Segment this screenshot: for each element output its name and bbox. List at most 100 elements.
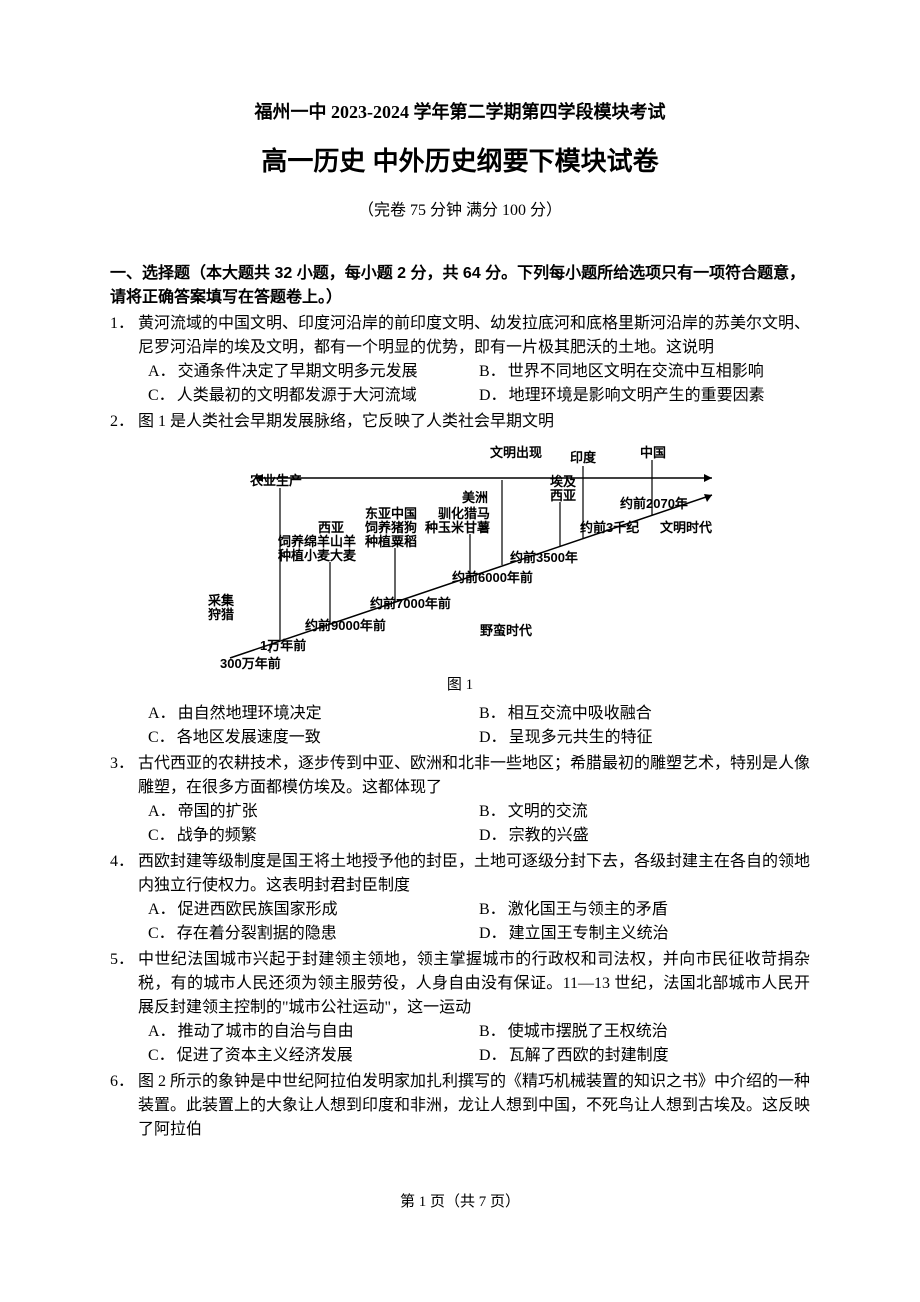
option: A．促进西欧民族国家形成 [148, 898, 479, 922]
option-label: A． [148, 800, 176, 824]
svg-text:种植小麦大麦: 种植小麦大麦 [277, 548, 357, 563]
svg-text:埃及: 埃及 [550, 474, 577, 489]
question-2: 2． 图 1 是人类社会早期发展脉络，它反映了人类社会早期文明 文明出现 印度 … [110, 410, 810, 751]
option-label: A． [148, 898, 176, 922]
option-label: A． [148, 360, 176, 384]
svg-text:约前7000年前: 约前7000年前 [370, 596, 451, 611]
figure-caption: 图 1 [110, 674, 810, 697]
question-num: 3． [110, 752, 138, 800]
option-label: D． [479, 922, 507, 946]
svg-text:约前6000年前: 约前6000年前 [452, 570, 533, 585]
school-term-line: 福州一中 2023-2024 学年第二学期第四学段模块考试 [110, 100, 810, 125]
svg-text:中国: 中国 [640, 445, 666, 460]
option-text: 宗教的兴盛 [509, 824, 810, 848]
svg-text:野蛮时代: 野蛮时代 [480, 623, 532, 638]
svg-text:驯化猎马: 驯化猎马 [438, 506, 490, 521]
option: C．战争的频繁 [148, 824, 479, 848]
option-text: 瓦解了西欧的封建制度 [509, 1044, 810, 1068]
svg-text:采集: 采集 [207, 593, 235, 608]
option-label: D． [479, 384, 507, 408]
svg-text:约前3500年: 约前3500年 [510, 550, 578, 565]
option-text: 激化国王与领主的矛盾 [508, 898, 810, 922]
svg-text:种植粟稻: 种植粟稻 [364, 534, 417, 549]
question-num: 5． [110, 948, 138, 1020]
option: C．存在着分裂割据的隐患 [148, 922, 479, 946]
section-1-header: 一、选择题（本大题共 32 小题，每小题 2 分，共 64 分。下列每小题所给选… [110, 262, 810, 310]
option-text: 呈现多元共生的特征 [509, 726, 810, 750]
option-text: 推动了城市的自治与自由 [178, 1020, 479, 1044]
option-label: B． [479, 360, 506, 384]
exam-info: （完卷 75 分钟 满分 100 分） [110, 200, 810, 222]
svg-text:农业生产: 农业生产 [249, 473, 302, 488]
question-num: 2． [110, 410, 138, 434]
option: A．帝国的扩张 [148, 800, 479, 824]
option-label: D． [479, 1044, 507, 1068]
option: C．人类最初的文明都发源于大河流域 [148, 384, 479, 408]
option: A．由自然地理环境决定 [148, 702, 479, 726]
option-label: B． [479, 800, 506, 824]
question-1: 1． 黄河流域的中国文明、印度河沿岸的前印度文明、幼发拉底河和底格里斯河沿岸的苏… [110, 312, 810, 408]
option: D．瓦解了西欧的封建制度 [479, 1044, 810, 1068]
option-text: 使城市摆脱了王权统治 [508, 1020, 810, 1044]
question-text: 黄河流域的中国文明、印度河沿岸的前印度文明、幼发拉底河和底格里斯河沿岸的苏美尔文… [138, 312, 810, 360]
question-text: 中世纪法国城市兴起于封建领主领地，领主掌握城市的行政权和司法权，并向市民征收苛捐… [138, 948, 810, 1020]
option-label: C． [148, 1044, 175, 1068]
svg-text:美洲: 美洲 [462, 490, 488, 505]
option-text: 存在着分裂割据的隐患 [177, 922, 479, 946]
option-label: B． [479, 702, 506, 726]
question-num: 1． [110, 312, 138, 360]
option-label: C． [148, 922, 175, 946]
page-footer: 第 1 页（共 7 页） [110, 1192, 810, 1213]
question-6: 6． 图 2 所示的象钟是中世纪阿拉伯发明家加扎利撰写的《精巧机械装置的知识之书… [110, 1070, 810, 1142]
question-4: 4． 西欧封建等级制度是国王将土地授予他的封臣，土地可逐级分封下去，各级封建主在… [110, 850, 810, 946]
option: B．使城市摆脱了王权统治 [479, 1020, 810, 1044]
question-3: 3． 古代西亚的农耕技术，逐步传到中亚、欧洲和北非一些地区；希腊最初的雕塑艺术，… [110, 752, 810, 848]
option: C．各地区发展速度一致 [148, 726, 479, 750]
option-text: 地理环境是影响文明产生的重要因素 [509, 384, 810, 408]
option: B．相互交流中吸收融合 [479, 702, 810, 726]
option: A．交通条件决定了早期文明多元发展 [148, 360, 479, 384]
question-num: 4． [110, 850, 138, 898]
svg-text:西亚: 西亚 [318, 520, 344, 535]
svg-text:1万年前: 1万年前 [260, 638, 306, 653]
option-label: C． [148, 726, 175, 750]
svg-text:种玉米甘薯: 种玉米甘薯 [424, 520, 490, 535]
option-text: 各地区发展速度一致 [177, 726, 479, 750]
main-title: 高一历史 中外历史纲要下模块试卷 [110, 143, 810, 179]
svg-text:约前3千纪: 约前3千纪 [580, 520, 639, 535]
option-text: 促进西欧民族国家形成 [178, 898, 479, 922]
option-text: 战争的频繁 [177, 824, 479, 848]
figure-1: 文明出现 印度 中国 埃及 西亚 农业生产 采集 狩猎 美洲 驯化猎马 种玉米甘… [110, 440, 810, 697]
question-text: 古代西亚的农耕技术，逐步传到中亚、欧洲和北非一些地区；希腊最初的雕塑艺术，特别是… [138, 752, 810, 800]
svg-text:西亚: 西亚 [550, 488, 576, 503]
option: A．推动了城市的自治与自由 [148, 1020, 479, 1044]
question-num: 6． [110, 1070, 138, 1142]
svg-text:饲养绵羊山羊: 饲养绵羊山羊 [277, 534, 356, 549]
option-text: 帝国的扩张 [178, 800, 479, 824]
option: B．激化国王与领主的矛盾 [479, 898, 810, 922]
svg-text:约前9000年前: 约前9000年前 [305, 618, 386, 633]
option-text: 建立国王专制主义统治 [509, 922, 810, 946]
option-text: 文明的交流 [508, 800, 810, 824]
option-label: C． [148, 824, 175, 848]
question-text: 西欧封建等级制度是国王将土地授予他的封臣，土地可逐级分封下去，各级封建主在各自的… [138, 850, 810, 898]
svg-text:狩猎: 狩猎 [208, 607, 234, 622]
option: B．世界不同地区文明在交流中互相影响 [479, 360, 810, 384]
svg-text:印度: 印度 [570, 450, 597, 465]
option-label: D． [479, 726, 507, 750]
option-label: B． [479, 898, 506, 922]
option-text: 交通条件决定了早期文明多元发展 [178, 360, 479, 384]
option-text: 促进了资本主义经济发展 [177, 1044, 479, 1068]
option: D．地理环境是影响文明产生的重要因素 [479, 384, 810, 408]
svg-text:约前2070年: 约前2070年 [620, 496, 688, 511]
question-text: 图 1 是人类社会早期发展脉络，它反映了人类社会早期文明 [138, 410, 810, 434]
svg-text:文明时代: 文明时代 [660, 520, 712, 535]
option-label: A． [148, 702, 176, 726]
option-text: 相互交流中吸收融合 [508, 702, 810, 726]
svg-text:东亚中国: 东亚中国 [365, 506, 417, 521]
option-label: D． [479, 824, 507, 848]
option: C．促进了资本主义经济发展 [148, 1044, 479, 1068]
question-text: 图 2 所示的象钟是中世纪阿拉伯发明家加扎利撰写的《精巧机械装置的知识之书》中介… [138, 1070, 810, 1142]
option-text: 世界不同地区文明在交流中互相影响 [508, 360, 810, 384]
option: D．呈现多元共生的特征 [479, 726, 810, 750]
